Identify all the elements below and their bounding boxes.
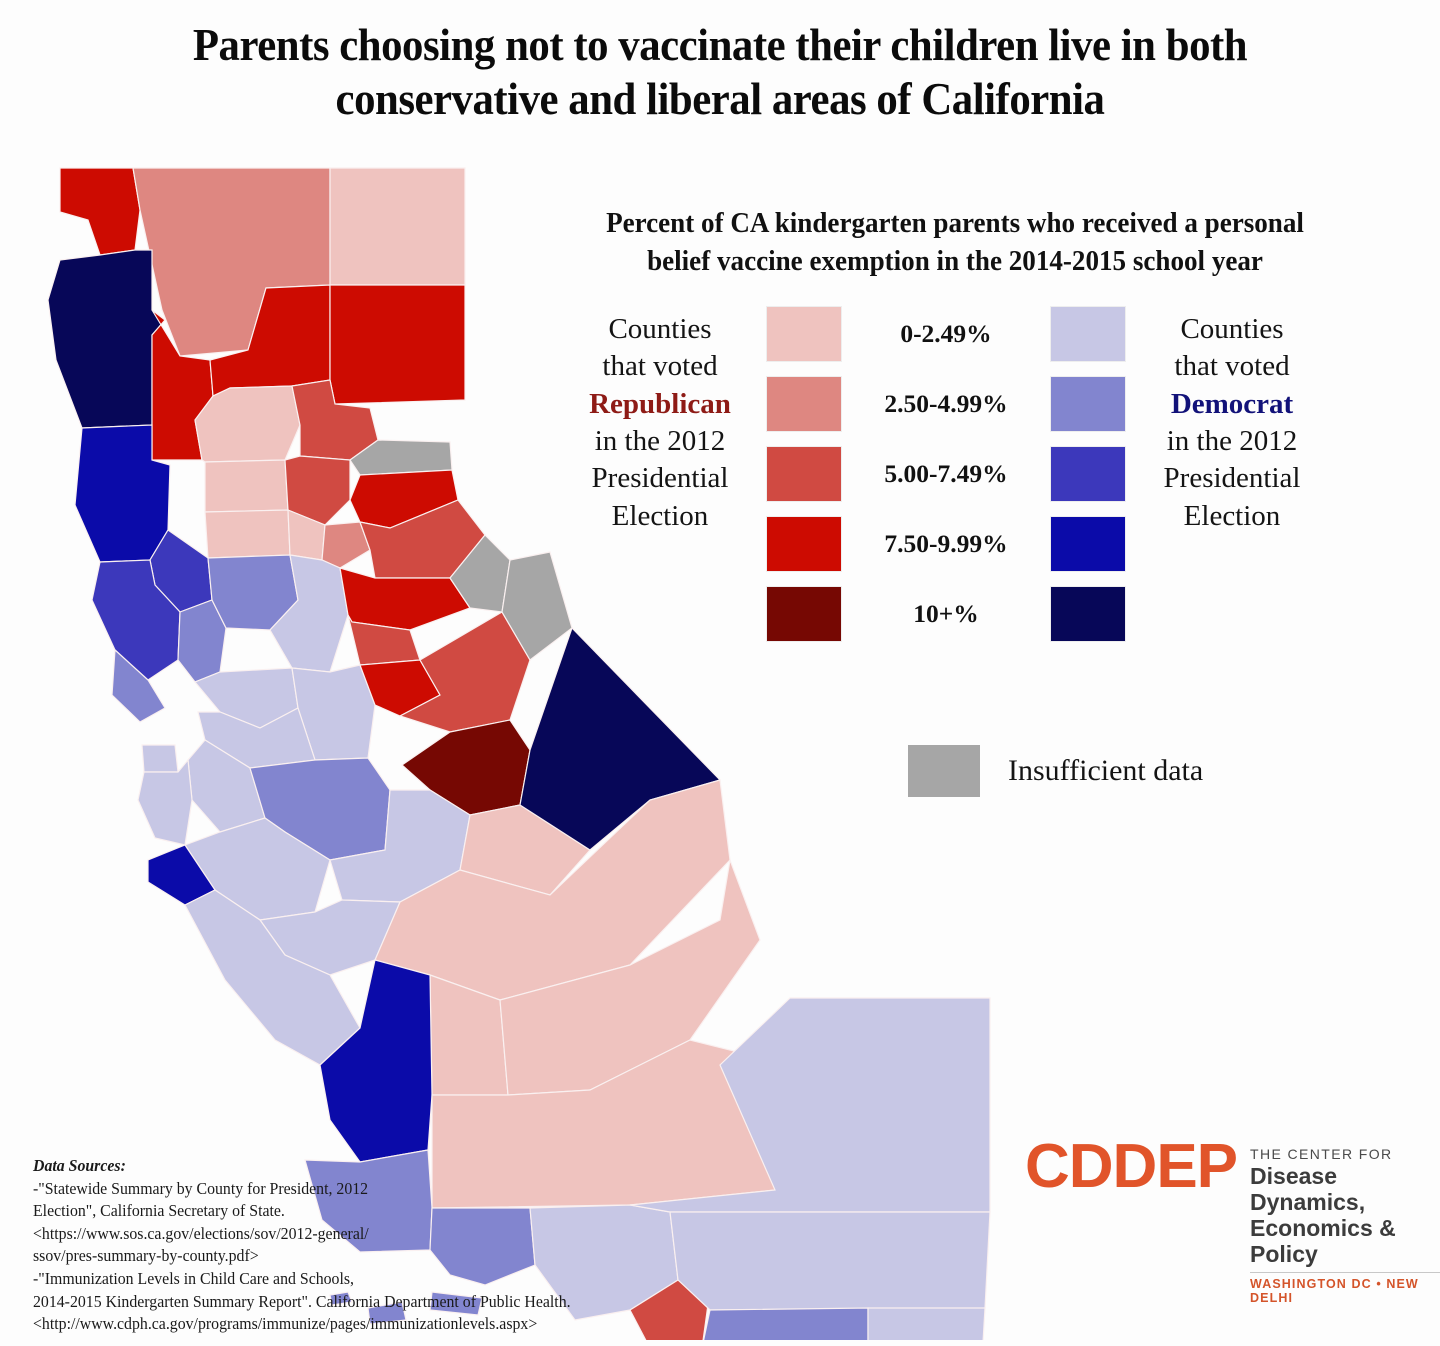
county-yuba xyxy=(321,521,371,569)
county-san-mateo xyxy=(137,758,193,846)
rep-line-1: Counties xyxy=(608,312,712,345)
swatch-rep-0 xyxy=(766,305,842,362)
rep-line-2: that voted xyxy=(602,350,718,383)
cddep-logo-divider xyxy=(1250,1272,1440,1274)
swatch-rep-2 xyxy=(766,445,842,502)
county-sierra xyxy=(349,439,453,476)
map-svg xyxy=(47,167,991,1340)
range-label-3: 7.50-9.99% xyxy=(884,528,1008,558)
sources-line-5: 2014-2015 Kindergarten Summary Report". … xyxy=(33,1291,571,1311)
range-label-2: 5.00-7.49% xyxy=(884,458,1008,488)
range-label-4: 10+% xyxy=(913,598,979,628)
swatch-dem-2 xyxy=(1050,445,1126,502)
dem-party-label: Democrat xyxy=(1170,387,1294,420)
range-label-0: 0-2.49% xyxy=(900,318,992,348)
legend-title: Percent of CA kindergarten parents who r… xyxy=(606,208,1304,277)
county-mono xyxy=(501,551,573,661)
sources-line-1: Election", California Secretary of State… xyxy=(33,1201,285,1221)
republican-swatch-column xyxy=(760,305,848,642)
county-orange xyxy=(629,1279,711,1340)
cddep-wordmark: CDDEP xyxy=(1025,1132,1238,1201)
county-san-diego xyxy=(703,1307,869,1340)
rep-line-4: Presidential xyxy=(591,462,729,495)
data-sources: Data Sources: -"Statewide Summary by Cou… xyxy=(33,1155,647,1336)
cddep-tagline-line-2a: Disease Dynamics, xyxy=(1250,1163,1366,1216)
county-del-norte xyxy=(59,167,141,256)
legend-democrat-description: Counties that voted Democrat in the 2012… xyxy=(1132,307,1332,535)
dem-line-1: Counties xyxy=(1180,312,1284,345)
insufficient-data-legend: Insufficient data xyxy=(908,745,1203,797)
county-san-francisco xyxy=(141,744,179,773)
sources-line-3: ssov/pres-summary-by-county.pdf> xyxy=(33,1246,259,1266)
rep-party-label: Republican xyxy=(589,387,731,420)
swatch-insufficient-data xyxy=(908,745,980,797)
cddep-locations: WASHINGTON DC • NEW DELHI xyxy=(1250,1277,1419,1306)
county-colusa xyxy=(204,509,291,559)
county-riverside xyxy=(669,1211,991,1311)
county-humboldt xyxy=(47,249,166,429)
insufficient-data-label: Insufficient data xyxy=(1008,754,1204,787)
swatch-rep-3 xyxy=(766,515,842,572)
map-legend: Percent of CA kindergarten parents who r… xyxy=(560,205,1350,642)
swatch-dem-0 xyxy=(1050,305,1126,362)
swatch-rep-1 xyxy=(766,375,842,432)
county-glenn xyxy=(204,459,289,513)
sources-header: Data Sources: xyxy=(33,1156,126,1175)
cddep-tagline-line-2b: Economics & Policy xyxy=(1250,1215,1396,1268)
california-choropleth-map xyxy=(30,160,1040,1340)
swatch-rep-4 xyxy=(766,585,842,642)
county-amador xyxy=(347,614,421,666)
rep-line-5: Election xyxy=(611,499,709,532)
page-title: Parents choosing not to vaccinate their … xyxy=(192,19,1248,125)
swatch-dem-1 xyxy=(1050,375,1126,432)
dem-line-5: Election xyxy=(1183,499,1281,532)
county-monterey xyxy=(184,889,361,1066)
county-shapes xyxy=(47,167,991,1340)
county-channel-islands-3 xyxy=(429,1291,483,1316)
county-madera xyxy=(459,804,591,896)
swatch-dem-3 xyxy=(1050,515,1126,572)
cddep-tagline-line-1: THE CENTER FOR xyxy=(1250,1146,1393,1162)
county-imperial xyxy=(867,1307,986,1340)
swatch-dem-4 xyxy=(1050,585,1126,642)
democrat-swatch-column xyxy=(1044,305,1132,642)
sources-line-4: -"Immunization Levels in Child Care and … xyxy=(33,1268,355,1288)
county-channel-islands xyxy=(329,1291,353,1306)
county-marin xyxy=(111,648,166,723)
county-lassen xyxy=(329,284,466,405)
county-modoc xyxy=(329,167,466,286)
cddep-tagline: THE CENTER FOR Disease Dynamics, Economi… xyxy=(1250,1138,1440,1305)
cddep-logo: CDDEP THE CENTER FOR Disease Dynamics, E… xyxy=(1025,1132,1440,1305)
county-channel-islands-2 xyxy=(367,1301,407,1325)
sources-line-2: <https://www.sos.ca.gov/elections/sov/20… xyxy=(33,1223,369,1243)
dem-line-4: Presidential xyxy=(1163,462,1301,495)
range-label-1: 2.50-4.99% xyxy=(884,388,1008,418)
dem-line-3: in the 2012 xyxy=(1166,425,1298,457)
dem-line-2: that voted xyxy=(1174,350,1290,383)
legend-republican-description: Counties that voted Republican in the 20… xyxy=(560,307,760,535)
sources-line-0: -"Statewide Summary by County for Presid… xyxy=(33,1178,369,1198)
sources-line-6: <http://www.cdph.ca.gov/programs/immuniz… xyxy=(33,1314,538,1334)
rep-line-3: in the 2012 xyxy=(594,425,726,457)
legend-grid: Counties that voted Republican in the 20… xyxy=(560,305,1350,642)
legend-range-column: 0-2.49% 2.50-4.99% 5.00-7.49% 7.50-9.99%… xyxy=(848,307,1044,641)
